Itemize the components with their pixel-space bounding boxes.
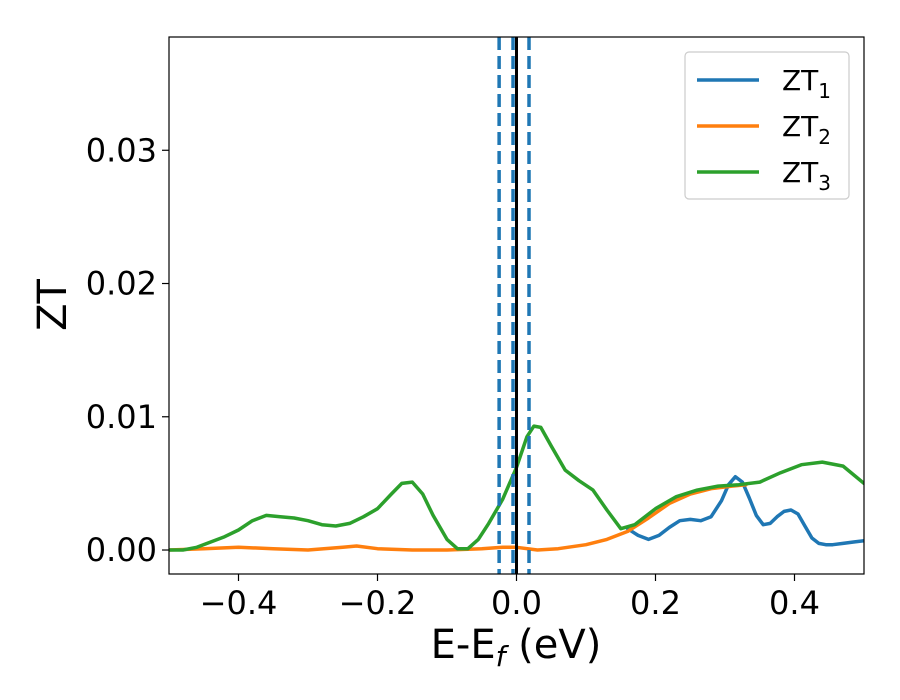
series-line-zt2 xyxy=(169,482,748,552)
x-tick-label-5: 0.4 xyxy=(769,584,820,622)
legend-label-zt1: ZT1 xyxy=(782,64,831,103)
x-axis-title: E-Ef (eV) xyxy=(431,622,602,673)
x-tick-label-3: 0.0 xyxy=(491,584,542,622)
y-tick-label-3: 0.02 xyxy=(86,265,157,303)
x-tick-label-1: −0.4 xyxy=(200,584,278,622)
y-tick-label-4: 0.03 xyxy=(86,131,157,169)
x-tick-label-2: −0.2 xyxy=(339,584,417,622)
y-tick-label-1: 0.00 xyxy=(86,531,157,569)
series-line-zt1 xyxy=(625,474,864,547)
series-layer xyxy=(169,37,864,574)
series-line-zt3 xyxy=(169,424,864,552)
legend-label-zt2: ZT2 xyxy=(782,110,831,149)
legend-box xyxy=(684,51,850,200)
y-axis-title: ZT xyxy=(30,279,76,331)
x-tick-label-4: 0.2 xyxy=(630,584,681,622)
x-axis-title-unit: (eV) xyxy=(505,622,601,668)
legend: ZT1 ZT2 ZT3 xyxy=(684,51,850,200)
y-tick-label-2: 0.01 xyxy=(86,398,157,436)
legend-label-zt3: ZT3 xyxy=(782,156,831,195)
x-axis-title-main: E-E xyxy=(431,622,496,668)
x-axis-ticks: −0.4 −0.2 0.0 0.2 0.4 xyxy=(200,574,820,622)
y-axis-ticks: 0.00 0.01 0.02 0.03 xyxy=(86,131,169,569)
